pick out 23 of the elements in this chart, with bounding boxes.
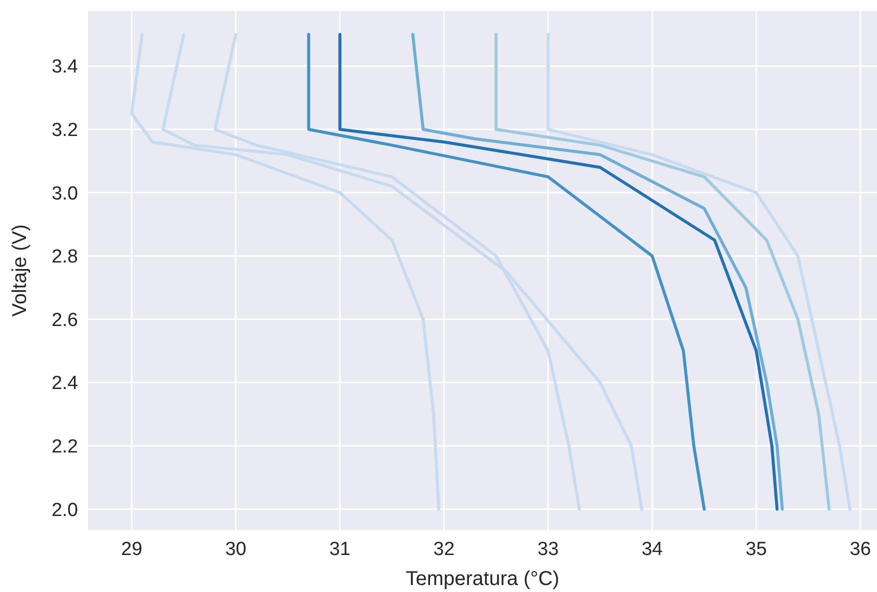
x-tick-label: 36	[850, 539, 871, 560]
y-tick-label: 3.2	[52, 120, 78, 142]
y-tick-label: 2.2	[52, 436, 78, 458]
line-series	[494, 32, 831, 511]
x-tick-label: 33	[538, 539, 559, 560]
x-tick-label: 35	[746, 539, 767, 560]
x-tick-label: 34	[642, 539, 664, 560]
y-tick-label: 2.4	[52, 373, 78, 394]
x-tick-label: 30	[225, 539, 246, 560]
y-axis-title: Voltaje (V)	[9, 224, 31, 317]
line-series	[546, 32, 852, 511]
x-tick-label: 31	[329, 539, 350, 560]
line-series	[411, 32, 784, 511]
y-tick-label: 2.0	[52, 500, 78, 521]
x-axis-title: Temperatura (°C)	[406, 568, 560, 590]
line-series	[338, 32, 779, 511]
x-tick-label: 29	[121, 539, 142, 560]
y-tick-label: 3.0	[52, 183, 78, 204]
y-tick-label: 2.6	[52, 310, 78, 331]
y-tick-label: 3.4	[52, 56, 78, 78]
x-tick-label: 32	[433, 539, 455, 560]
y-tick-label: 2.8	[52, 246, 78, 268]
line-series	[307, 32, 706, 511]
